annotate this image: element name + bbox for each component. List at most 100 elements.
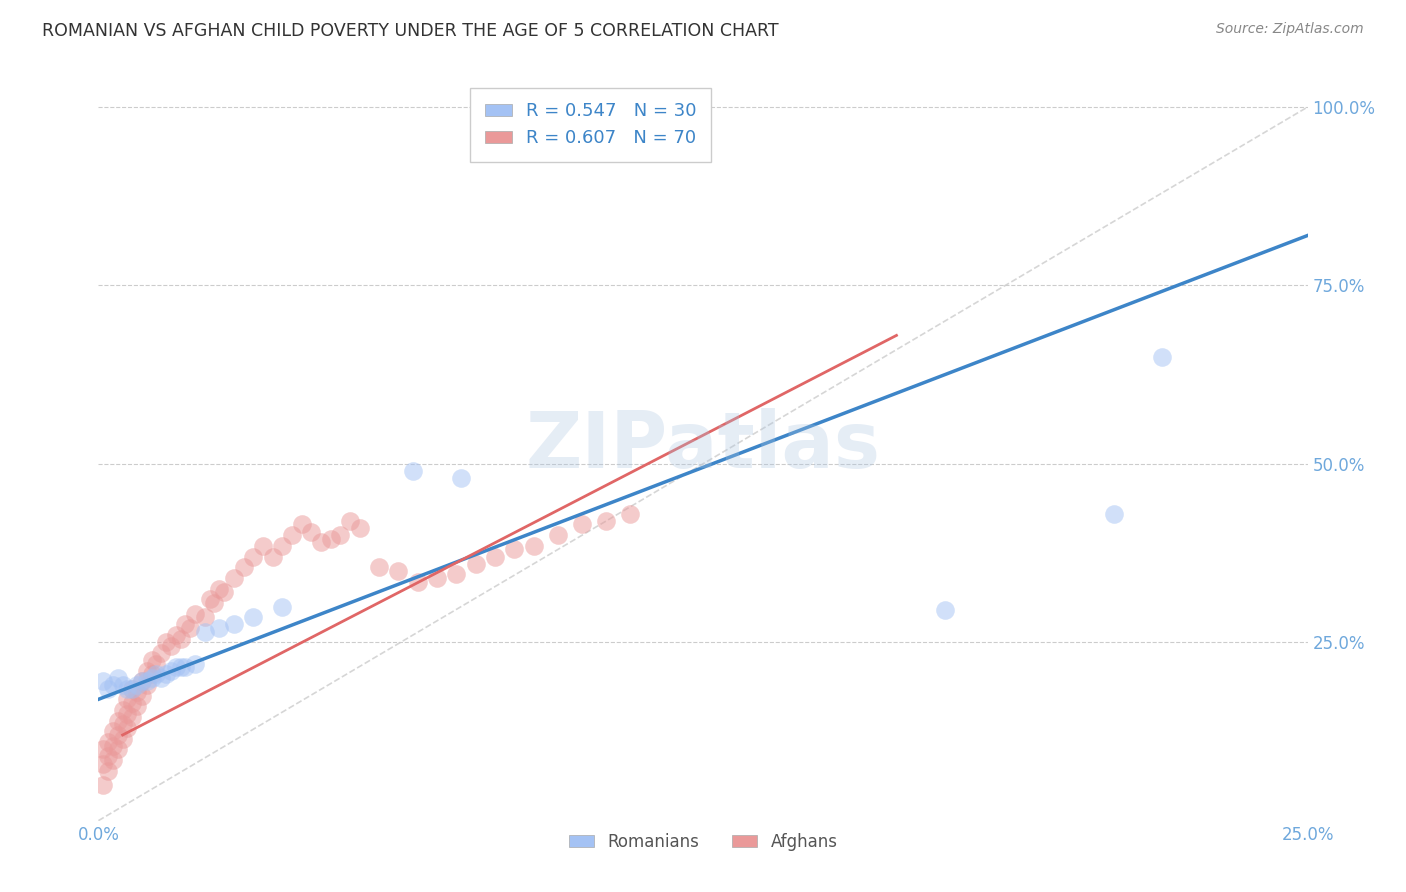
Point bbox=[117, 692, 139, 706]
Point bbox=[135, 678, 157, 692]
Point bbox=[169, 632, 191, 646]
Text: ROMANIAN VS AFGHAN CHILD POVERTY UNDER THE AGE OF 5 CORRELATION CHART: ROMANIAN VS AFGHAN CHILD POVERTY UNDER T… bbox=[42, 22, 779, 40]
Point bbox=[97, 749, 120, 764]
Point bbox=[368, 560, 391, 574]
Point bbox=[271, 539, 294, 553]
Point bbox=[101, 753, 124, 767]
Point bbox=[184, 607, 207, 621]
Point bbox=[97, 681, 120, 696]
Point bbox=[121, 710, 143, 724]
Point bbox=[117, 721, 139, 735]
Point bbox=[121, 681, 143, 696]
Point bbox=[111, 717, 134, 731]
Point bbox=[595, 514, 617, 528]
Point bbox=[232, 560, 254, 574]
Point bbox=[194, 610, 217, 624]
Point bbox=[111, 731, 134, 746]
Point bbox=[402, 464, 425, 478]
Point bbox=[271, 599, 294, 614]
Point bbox=[165, 628, 187, 642]
Text: Source: ZipAtlas.com: Source: ZipAtlas.com bbox=[1216, 22, 1364, 37]
Point bbox=[349, 521, 371, 535]
Point bbox=[101, 678, 124, 692]
Point bbox=[127, 685, 149, 699]
Point bbox=[571, 517, 593, 532]
Point bbox=[194, 624, 217, 639]
Point bbox=[107, 728, 129, 742]
Point bbox=[97, 764, 120, 778]
Point bbox=[174, 617, 197, 632]
Point bbox=[547, 528, 569, 542]
Point bbox=[160, 664, 183, 678]
Point bbox=[145, 657, 167, 671]
Point bbox=[281, 528, 304, 542]
Point bbox=[934, 603, 956, 617]
Point bbox=[464, 557, 486, 571]
Point bbox=[503, 542, 526, 557]
Point bbox=[262, 549, 284, 564]
Point bbox=[111, 678, 134, 692]
Point bbox=[150, 671, 173, 685]
Legend: Romanians, Afghans: Romanians, Afghans bbox=[562, 826, 844, 857]
Point bbox=[619, 507, 641, 521]
Point bbox=[299, 524, 322, 539]
Point bbox=[150, 646, 173, 660]
Point bbox=[426, 571, 449, 585]
Point bbox=[101, 724, 124, 739]
Point bbox=[484, 549, 506, 564]
Point bbox=[91, 778, 114, 792]
Point bbox=[446, 567, 468, 582]
Point bbox=[174, 660, 197, 674]
Point bbox=[184, 657, 207, 671]
Point bbox=[339, 514, 361, 528]
Point bbox=[135, 664, 157, 678]
Point bbox=[107, 742, 129, 756]
Point bbox=[145, 667, 167, 681]
Point bbox=[131, 674, 153, 689]
Point bbox=[107, 714, 129, 728]
Point bbox=[406, 574, 429, 589]
Text: ZIPatlas: ZIPatlas bbox=[526, 408, 880, 484]
Point bbox=[242, 549, 264, 564]
Point bbox=[242, 610, 264, 624]
Point bbox=[165, 660, 187, 674]
Point bbox=[252, 539, 274, 553]
Point bbox=[179, 621, 201, 635]
Point bbox=[117, 706, 139, 721]
Point bbox=[1152, 350, 1174, 364]
Point bbox=[387, 564, 409, 578]
Point bbox=[135, 674, 157, 689]
Point bbox=[141, 667, 163, 681]
Point bbox=[131, 674, 153, 689]
Point bbox=[160, 639, 183, 653]
Point bbox=[450, 471, 472, 485]
Point bbox=[131, 689, 153, 703]
Point bbox=[204, 596, 226, 610]
Point bbox=[101, 739, 124, 753]
Point bbox=[198, 592, 221, 607]
Point bbox=[319, 532, 342, 546]
Point bbox=[141, 671, 163, 685]
Point bbox=[107, 671, 129, 685]
Point bbox=[91, 756, 114, 771]
Point bbox=[222, 617, 245, 632]
Point bbox=[155, 667, 177, 681]
Point bbox=[155, 635, 177, 649]
Point bbox=[290, 517, 312, 532]
Point bbox=[91, 674, 114, 689]
Point bbox=[208, 582, 231, 596]
Point bbox=[1102, 507, 1125, 521]
Point bbox=[523, 539, 546, 553]
Point bbox=[169, 660, 191, 674]
Point bbox=[141, 653, 163, 667]
Point bbox=[222, 571, 245, 585]
Point bbox=[91, 742, 114, 756]
Point bbox=[117, 681, 139, 696]
Point bbox=[329, 528, 352, 542]
Point bbox=[309, 535, 332, 549]
Point bbox=[668, 121, 690, 136]
Point bbox=[97, 735, 120, 749]
Point bbox=[212, 585, 235, 599]
Point bbox=[127, 699, 149, 714]
Point bbox=[208, 621, 231, 635]
